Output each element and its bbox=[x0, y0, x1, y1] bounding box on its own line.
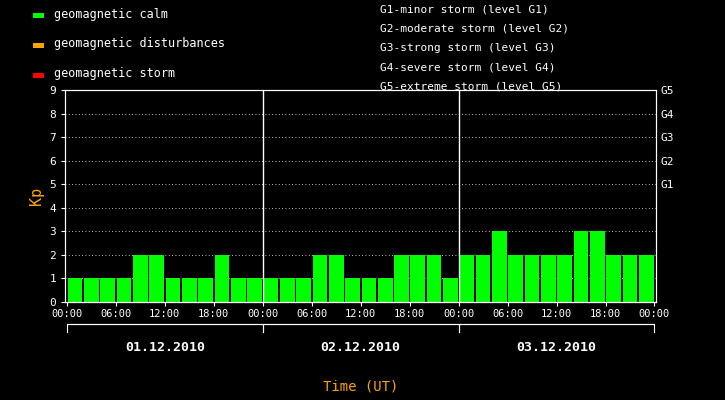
Bar bbox=[165, 278, 181, 302]
Bar bbox=[297, 278, 311, 302]
Bar bbox=[67, 278, 83, 302]
Bar bbox=[182, 278, 196, 302]
Bar bbox=[427, 255, 442, 302]
Bar bbox=[264, 278, 278, 302]
Bar bbox=[33, 73, 44, 78]
Bar bbox=[33, 13, 44, 18]
Bar bbox=[606, 255, 621, 302]
Bar bbox=[329, 255, 344, 302]
Bar bbox=[558, 255, 572, 302]
Bar bbox=[492, 231, 507, 302]
Text: G2-moderate storm (level G2): G2-moderate storm (level G2) bbox=[381, 24, 569, 34]
Bar bbox=[623, 255, 637, 302]
Bar bbox=[84, 278, 99, 302]
Bar bbox=[525, 255, 539, 302]
Bar bbox=[378, 278, 392, 302]
Text: G5-extreme storm (level G5): G5-extreme storm (level G5) bbox=[381, 82, 563, 92]
Bar bbox=[345, 278, 360, 302]
Bar bbox=[590, 231, 605, 302]
Bar bbox=[460, 255, 474, 302]
Text: geomagnetic disturbances: geomagnetic disturbances bbox=[54, 38, 225, 50]
Text: Time (UT): Time (UT) bbox=[323, 380, 398, 394]
Bar bbox=[394, 255, 409, 302]
Bar bbox=[443, 278, 457, 302]
Text: G1-minor storm (level G1): G1-minor storm (level G1) bbox=[381, 4, 550, 14]
Bar bbox=[215, 255, 229, 302]
Text: geomagnetic storm: geomagnetic storm bbox=[54, 68, 175, 80]
Bar bbox=[508, 255, 523, 302]
Bar bbox=[476, 255, 490, 302]
Bar bbox=[312, 255, 327, 302]
Text: geomagnetic calm: geomagnetic calm bbox=[54, 8, 168, 20]
Bar bbox=[231, 278, 246, 302]
Bar bbox=[541, 255, 556, 302]
Bar bbox=[117, 278, 131, 302]
Y-axis label: Kp: Kp bbox=[29, 187, 44, 205]
Bar bbox=[33, 43, 44, 48]
Bar bbox=[133, 255, 148, 302]
Bar bbox=[639, 255, 654, 302]
Text: G3-strong storm (level G3): G3-strong storm (level G3) bbox=[381, 43, 556, 53]
Bar bbox=[410, 255, 425, 302]
Bar bbox=[362, 278, 376, 302]
Bar bbox=[573, 231, 589, 302]
Text: 02.12.2010: 02.12.2010 bbox=[320, 341, 401, 354]
Bar bbox=[247, 278, 262, 302]
Text: 03.12.2010: 03.12.2010 bbox=[516, 341, 597, 354]
Bar bbox=[198, 278, 213, 302]
Bar bbox=[149, 255, 164, 302]
Text: G4-severe storm (level G4): G4-severe storm (level G4) bbox=[381, 62, 556, 72]
Bar bbox=[100, 278, 115, 302]
Bar bbox=[280, 278, 294, 302]
Text: 01.12.2010: 01.12.2010 bbox=[125, 341, 205, 354]
